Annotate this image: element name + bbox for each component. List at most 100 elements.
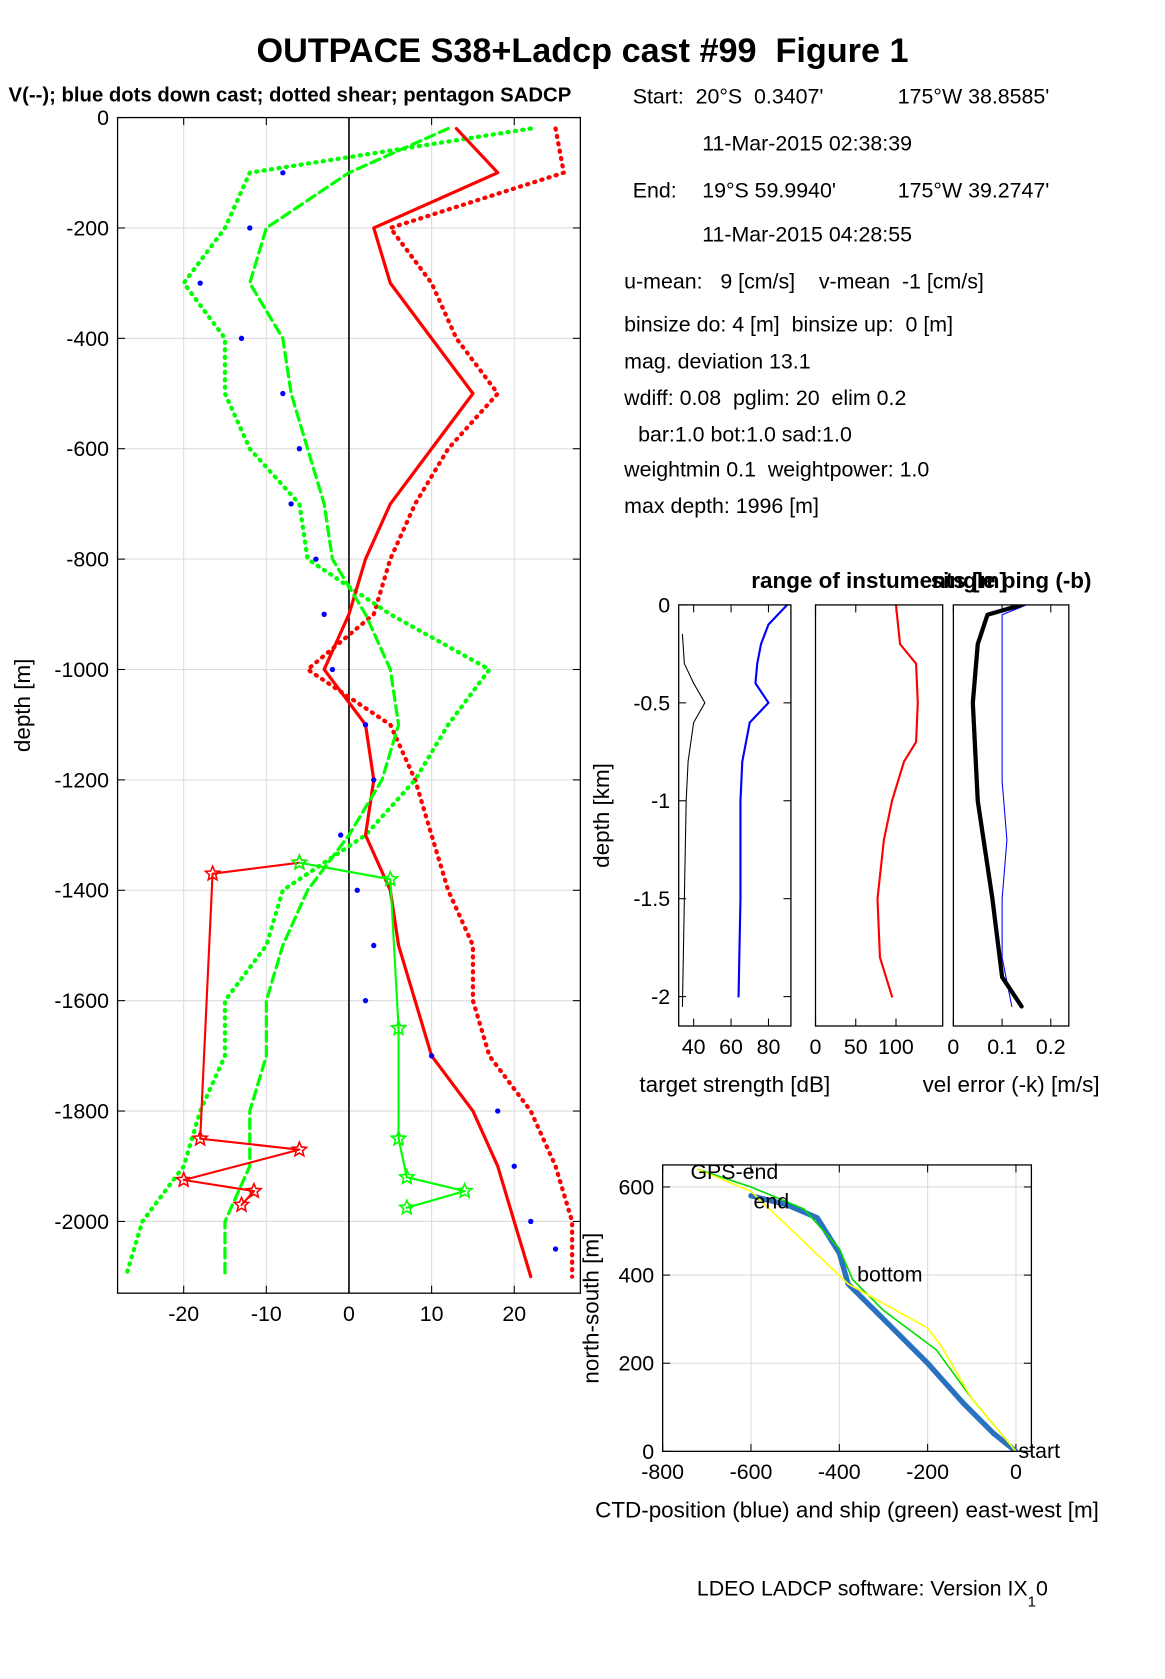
footer-text: LDEO LADCP software: Version IX [697,1577,1028,1601]
y-axis-label: north-south [m] [579,1233,604,1384]
data-point [280,390,286,397]
data-point [371,777,377,783]
data-point [280,170,286,176]
y-tick-label: -2000 [54,1210,109,1234]
y-tick-label: -1400 [54,879,109,903]
x-tick-label: 10 [420,1302,444,1326]
star-marker [397,1167,416,1185]
info-text: bar:1.0 bot:1.0 sad:1.0 [638,422,852,446]
x-tick-label: 0 [810,1035,822,1059]
data-point [362,722,369,728]
series-line [123,126,533,1279]
star-marker [290,1140,309,1158]
star-marker [203,864,222,882]
data-point [528,1218,534,1225]
y-tick-label: 400 [618,1264,654,1288]
x-tick-label: -400 [818,1460,861,1484]
y-tick-label: -0.5 [633,691,670,715]
x-axis-label: target strength [dB] [639,1072,830,1097]
data-point [552,1246,559,1252]
data-point [247,225,253,231]
axes-frame [678,604,792,1027]
data-point [296,446,303,452]
data-point [238,335,245,342]
series-line [970,604,1024,1009]
x-tick-label: -20 [168,1302,199,1326]
data-point [329,666,336,673]
annotation: bottom [857,1262,922,1286]
x-axis-label: vel error (-k) [m/s] [923,1072,1100,1097]
footer-text: 0 [1036,1577,1048,1601]
x-tick-label: 100 [878,1035,914,1059]
info-text: max depth: 1996 [m] [624,494,819,518]
x-tick-label: 20 [502,1302,526,1326]
y-tick-label: -200 [66,216,109,240]
y-tick-label: -1000 [54,658,109,682]
y-tick-label: 0 [97,106,109,130]
info-text: mag. deviation 13.1 [624,350,810,374]
annotation: end [754,1190,790,1214]
x-tick-label: 0.2 [1036,1035,1066,1059]
footer-subscript: 1 [1028,1593,1036,1610]
figure-title: OUTPACE S38+Ladcp cast #99 Figure 1 [256,32,908,70]
series-line [322,126,533,1279]
data-point [321,611,327,617]
axes-frame [116,116,582,1294]
info-text: 19°S 59.9940' [702,179,836,203]
y-tick-label: -400 [66,327,109,351]
series-line [182,861,301,1206]
star-marker [381,869,400,887]
x-tick-label: -600 [730,1460,773,1484]
series-line [737,604,789,998]
series-line [305,126,575,1279]
series-line [697,1168,1017,1452]
info-text: 175°W 39.2747' [898,179,1050,203]
series-line [681,633,706,1007]
info-text: 175°W 38.8585' [898,85,1050,109]
info-text: 11-Mar-2015 02:38:39 [702,132,912,156]
series-line [748,1193,1019,1452]
star-marker [174,1170,193,1188]
x-tick-label: 0 [947,1035,959,1059]
data-point [354,887,360,893]
series-line [697,1168,1017,1452]
chart-title: V(--); blue dots down cast; dotted shear… [9,85,572,107]
footer: LDEO LADCP software: Version IX10 [697,1577,1048,1611]
star-marker [389,1129,408,1147]
star-marker [397,1198,416,1216]
axes-frame [814,604,944,1027]
data-point [288,501,294,507]
x-tick-label: -10 [251,1302,282,1326]
y-axis-label: depth [m] [10,659,35,753]
x-tick-label: -800 [641,1460,684,1484]
info-text: 11-Mar-2015 04:28:55 [702,223,912,247]
plot-area [662,1164,1032,1452]
annotation: start [1019,1439,1061,1463]
info-text: u-mean: 9 [cm/s] v-mean -1 [cm/s] [624,270,984,294]
data-point [511,1163,517,1169]
x-tick-label: 80 [757,1035,781,1059]
y-tick-label: -800 [66,548,109,572]
y-tick-label: 0 [642,1440,654,1464]
y-tick-label: -1600 [54,989,109,1013]
data-point [371,942,377,949]
series-line [1001,604,1028,1007]
star-marker [389,1018,408,1037]
y-tick-label: -1200 [54,768,109,792]
y-tick-label: -1 [651,789,670,813]
y-tick-label: -1800 [54,1100,109,1124]
plot-area [678,604,791,1026]
info-text: weightmin 0.1 weightpower: 1.0 [623,458,929,482]
series-line [223,126,450,1279]
chart-title: single ping (-b) [931,568,1092,593]
info-text: binsize do: 4 [m] binsize up: 0 [m] [624,312,953,336]
axes-frame [952,604,1070,1027]
y-tick-label: 200 [618,1352,654,1376]
x-tick-label: 50 [844,1035,868,1059]
series-line [876,604,919,998]
y-tick-label: 0 [658,593,670,617]
x-axis-label: CTD-position (blue) and ship (green) eas… [595,1498,1099,1523]
axes-frame [662,1164,1033,1452]
x-tick-label: 0.1 [987,1035,1017,1059]
